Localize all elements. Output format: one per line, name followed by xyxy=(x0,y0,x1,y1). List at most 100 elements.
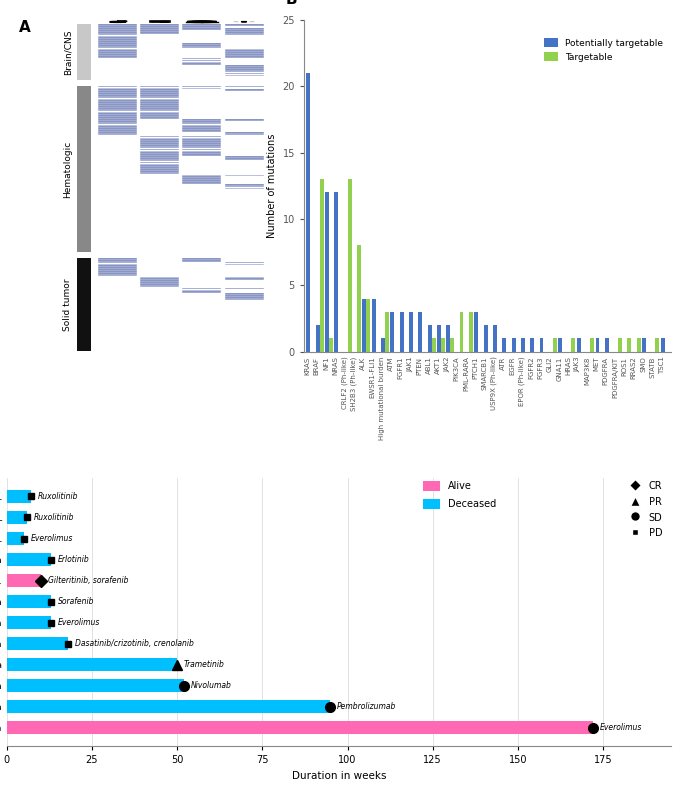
Bar xyxy=(182,132,222,133)
Bar xyxy=(98,112,137,114)
Bar xyxy=(224,165,264,167)
Bar xyxy=(182,243,222,245)
Bar xyxy=(224,210,264,211)
Bar xyxy=(182,169,222,171)
Text: Ruxolitinib: Ruxolitinib xyxy=(34,513,75,522)
Bar xyxy=(140,308,180,310)
Bar xyxy=(98,26,137,28)
Bar xyxy=(182,284,222,286)
Bar xyxy=(98,345,137,347)
Bar xyxy=(140,95,180,97)
Bar xyxy=(140,315,180,317)
Bar xyxy=(182,230,222,232)
Bar xyxy=(224,184,264,186)
Bar xyxy=(140,125,180,126)
Bar xyxy=(98,158,137,160)
Bar xyxy=(98,93,137,94)
Bar xyxy=(182,345,222,347)
Bar xyxy=(224,71,264,72)
Bar xyxy=(98,323,137,325)
Bar xyxy=(182,245,222,247)
Bar xyxy=(182,43,222,44)
Bar xyxy=(182,187,222,189)
Bar xyxy=(140,195,180,197)
Bar xyxy=(140,314,180,315)
Bar xyxy=(182,141,222,143)
Bar xyxy=(224,275,264,276)
Bar xyxy=(98,241,137,243)
Bar xyxy=(385,312,389,352)
Text: Erlotinib: Erlotinib xyxy=(58,555,89,564)
Bar xyxy=(140,212,180,214)
Bar xyxy=(182,237,222,239)
Bar xyxy=(182,325,222,326)
Bar xyxy=(140,198,180,200)
Bar xyxy=(182,184,222,186)
Bar xyxy=(182,212,222,214)
Bar xyxy=(140,345,180,347)
Bar xyxy=(224,225,264,226)
Bar xyxy=(182,290,222,291)
Bar xyxy=(140,162,180,164)
Bar xyxy=(182,115,222,117)
Bar xyxy=(182,262,222,264)
Bar xyxy=(140,169,180,171)
Bar xyxy=(98,268,137,269)
Bar xyxy=(182,171,222,172)
Bar xyxy=(224,97,264,98)
Bar xyxy=(224,226,264,228)
Bar xyxy=(98,318,137,319)
Bar xyxy=(182,51,222,52)
Bar xyxy=(182,180,222,182)
Bar xyxy=(7,532,24,545)
Text: Sorafenib: Sorafenib xyxy=(58,597,94,606)
Bar xyxy=(182,140,222,141)
Bar xyxy=(182,45,222,47)
Bar xyxy=(224,62,264,64)
Bar xyxy=(98,280,137,282)
Bar xyxy=(182,86,222,87)
Bar xyxy=(140,121,180,122)
Bar xyxy=(140,145,180,147)
Bar xyxy=(224,101,264,102)
Bar xyxy=(98,314,137,315)
Bar xyxy=(224,295,264,297)
Bar xyxy=(446,325,450,352)
Bar xyxy=(140,234,180,236)
Bar xyxy=(98,301,137,303)
Bar xyxy=(140,245,180,247)
Bar xyxy=(182,340,222,341)
Bar xyxy=(182,193,222,195)
Bar xyxy=(98,284,137,286)
Bar xyxy=(98,148,137,150)
Bar xyxy=(182,279,222,280)
Bar xyxy=(140,262,180,264)
Bar xyxy=(182,202,222,204)
Bar xyxy=(224,326,264,328)
Bar xyxy=(7,679,184,692)
Bar xyxy=(224,130,264,132)
Bar xyxy=(140,282,180,283)
Bar xyxy=(224,187,264,189)
Bar xyxy=(140,258,180,260)
Bar xyxy=(140,123,180,125)
Bar xyxy=(224,332,264,333)
Bar xyxy=(182,297,222,299)
Bar xyxy=(224,30,264,32)
Bar xyxy=(182,286,222,287)
Bar xyxy=(98,347,137,349)
Bar xyxy=(98,102,137,104)
Bar xyxy=(140,30,180,32)
Bar xyxy=(224,325,264,326)
Bar xyxy=(182,258,222,260)
Bar xyxy=(182,162,222,164)
Bar xyxy=(140,218,180,219)
Bar xyxy=(224,329,264,330)
Bar xyxy=(140,152,180,154)
Bar xyxy=(224,76,264,78)
Bar xyxy=(558,338,562,352)
Bar xyxy=(182,221,222,222)
Bar xyxy=(182,232,222,233)
Bar xyxy=(224,212,264,214)
Bar xyxy=(98,329,137,330)
